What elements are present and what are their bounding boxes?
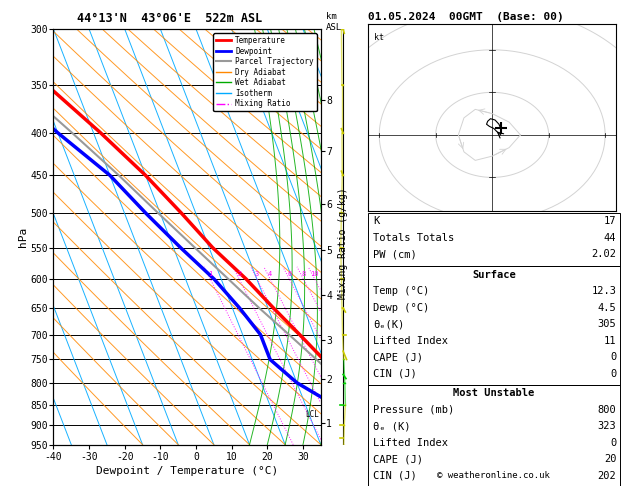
Text: 305: 305 — [598, 319, 616, 330]
Text: θₑ (K): θₑ (K) — [373, 421, 411, 432]
Text: Lifted Index: Lifted Index — [373, 438, 448, 448]
Text: 44: 44 — [604, 233, 616, 243]
Text: 8: 8 — [301, 271, 306, 277]
Text: 10: 10 — [311, 271, 319, 277]
Text: 12.3: 12.3 — [591, 286, 616, 296]
Text: km
ASL: km ASL — [326, 12, 342, 32]
Text: 11: 11 — [604, 336, 616, 346]
Text: 0: 0 — [610, 369, 616, 379]
Text: 1: 1 — [208, 271, 213, 277]
Text: 2.02: 2.02 — [591, 249, 616, 260]
Text: 2: 2 — [237, 271, 242, 277]
Text: Temp (°C): Temp (°C) — [373, 286, 429, 296]
Text: Lifted Index: Lifted Index — [373, 336, 448, 346]
Text: 20: 20 — [604, 454, 616, 465]
Text: 44°13'N  43°06'E  522m ASL: 44°13'N 43°06'E 522m ASL — [77, 12, 262, 25]
Text: Surface: Surface — [472, 270, 516, 280]
Text: CIN (J): CIN (J) — [373, 369, 417, 379]
Text: 4.5: 4.5 — [598, 303, 616, 313]
Text: 17: 17 — [604, 216, 616, 226]
Text: K: K — [373, 216, 379, 226]
Text: CIN (J): CIN (J) — [373, 471, 417, 481]
Text: CAPE (J): CAPE (J) — [373, 352, 423, 363]
Text: Mixing Ratio (g/kg): Mixing Ratio (g/kg) — [338, 187, 348, 299]
Text: CAPE (J): CAPE (J) — [373, 454, 423, 465]
Legend: Temperature, Dewpoint, Parcel Trajectory, Dry Adiabat, Wet Adiabat, Isotherm, Mi: Temperature, Dewpoint, Parcel Trajectory… — [213, 33, 317, 111]
Text: 6: 6 — [287, 271, 291, 277]
Text: 0: 0 — [610, 438, 616, 448]
Text: 202: 202 — [598, 471, 616, 481]
Text: © weatheronline.co.uk: © weatheronline.co.uk — [437, 471, 550, 480]
Text: 3: 3 — [255, 271, 259, 277]
Text: kt: kt — [374, 33, 384, 42]
Text: Most Unstable: Most Unstable — [453, 388, 535, 399]
Text: Dewp (°C): Dewp (°C) — [373, 303, 429, 313]
Text: 4: 4 — [268, 271, 272, 277]
Text: PW (cm): PW (cm) — [373, 249, 417, 260]
Text: 0: 0 — [610, 352, 616, 363]
Text: Totals Totals: Totals Totals — [373, 233, 454, 243]
Text: LCL: LCL — [305, 410, 319, 419]
Text: Pressure (mb): Pressure (mb) — [373, 405, 454, 415]
X-axis label: Dewpoint / Temperature (°C): Dewpoint / Temperature (°C) — [96, 466, 278, 476]
Text: 01.05.2024  00GMT  (Base: 00): 01.05.2024 00GMT (Base: 00) — [367, 12, 564, 22]
Text: 323: 323 — [598, 421, 616, 432]
Text: 800: 800 — [598, 405, 616, 415]
Y-axis label: hPa: hPa — [18, 227, 28, 247]
Text: θₑ(K): θₑ(K) — [373, 319, 404, 330]
